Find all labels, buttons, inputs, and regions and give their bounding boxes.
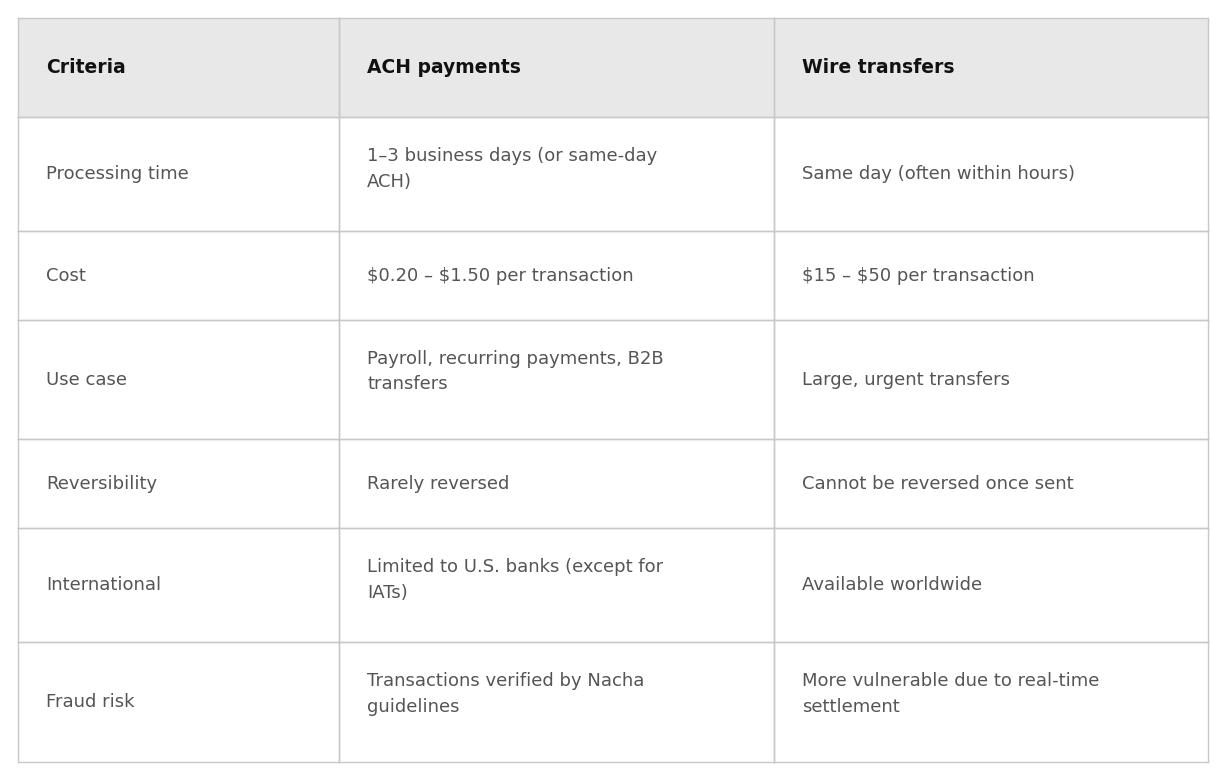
Text: Reversibility: Reversibility <box>47 475 157 493</box>
Bar <box>18 117 340 232</box>
Bar <box>340 117 774 232</box>
Text: Fraud risk: Fraud risk <box>47 693 135 711</box>
Text: International: International <box>47 576 161 594</box>
Text: Use case: Use case <box>47 370 128 388</box>
Bar <box>774 320 1208 439</box>
Bar <box>774 643 1208 762</box>
Bar <box>340 232 774 320</box>
Text: Same day (often within hours): Same day (often within hours) <box>802 165 1075 183</box>
Bar <box>18 528 340 643</box>
Bar <box>340 643 774 762</box>
Text: Cost: Cost <box>47 267 86 285</box>
Bar <box>340 18 774 117</box>
Text: Cannot be reversed once sent: Cannot be reversed once sent <box>802 475 1073 493</box>
Bar <box>774 439 1208 528</box>
Text: More vulnerable due to real-time
settlement: More vulnerable due to real-time settlem… <box>802 672 1098 716</box>
Bar <box>18 643 340 762</box>
Bar <box>774 117 1208 232</box>
Text: Transactions verified by Nacha
guidelines: Transactions verified by Nacha guideline… <box>368 672 645 716</box>
Text: Criteria: Criteria <box>47 58 126 77</box>
Bar <box>18 18 340 117</box>
Bar <box>774 528 1208 643</box>
Text: Rarely reversed: Rarely reversed <box>368 475 510 493</box>
Text: \$0.20 – \$1.50 per transaction: \$0.20 – \$1.50 per transaction <box>368 267 634 285</box>
Bar <box>18 439 340 528</box>
Text: Processing time: Processing time <box>47 165 189 183</box>
Bar <box>774 232 1208 320</box>
Bar <box>340 439 774 528</box>
Bar <box>340 528 774 643</box>
Text: Available worldwide: Available worldwide <box>802 576 982 594</box>
Bar <box>340 320 774 439</box>
Bar <box>18 320 340 439</box>
Text: 1–3 business days (or same-day
ACH): 1–3 business days (or same-day ACH) <box>368 147 657 190</box>
Bar <box>18 232 340 320</box>
Text: ACH payments: ACH payments <box>368 58 521 77</box>
Text: Limited to U.S. banks (except for
IATs): Limited to U.S. banks (except for IATs) <box>368 558 663 601</box>
Text: Wire transfers: Wire transfers <box>802 58 954 77</box>
Text: \$15 – \$50 per transaction: \$15 – \$50 per transaction <box>802 267 1035 285</box>
Bar <box>774 18 1208 117</box>
Text: Large, urgent transfers: Large, urgent transfers <box>802 370 1010 388</box>
Text: Payroll, recurring payments, B2B
transfers: Payroll, recurring payments, B2B transfe… <box>368 349 664 393</box>
